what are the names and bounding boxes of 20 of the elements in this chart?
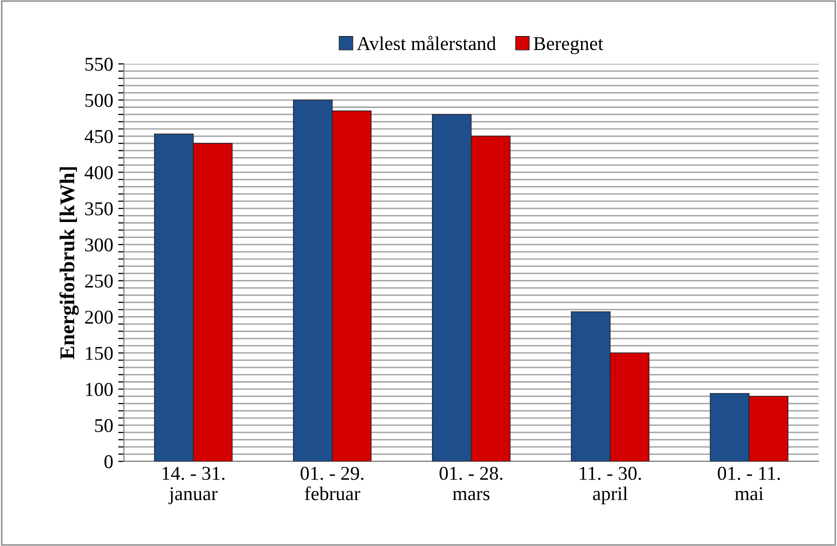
legend-label: Avlest målerstand <box>356 36 496 50</box>
y-tick-label: 50 <box>95 419 113 432</box>
x-tick-label: 01. - 28. mars <box>440 466 502 500</box>
y-axis-title: Energiforbruk [kWh] <box>59 167 79 360</box>
y-tick-label: 500 <box>85 94 113 107</box>
y-tick-label: 0 <box>104 455 113 468</box>
y-tick-label: 350 <box>85 202 113 216</box>
y-tick-label: 550 <box>85 58 113 71</box>
y-tick-label: 100 <box>86 382 113 396</box>
x-tick-label: 11. - 30. april <box>580 466 641 504</box>
y-tick-label: 300 <box>85 238 113 252</box>
x-tick-label: 14. - 31. januar <box>162 466 224 504</box>
x-tick-label: 01. - 29. februar <box>300 466 364 500</box>
x-tick-label: 01. - 11. mai <box>718 466 780 500</box>
y-tick-label: 250 <box>85 274 113 288</box>
y-tick-label: 200 <box>85 310 113 324</box>
y-tick-label: 400 <box>84 166 113 180</box>
legend-label: Beregnet <box>534 37 604 54</box>
y-tick-label: 450 <box>84 130 113 144</box>
y-tick-label: 150 <box>86 346 113 360</box>
